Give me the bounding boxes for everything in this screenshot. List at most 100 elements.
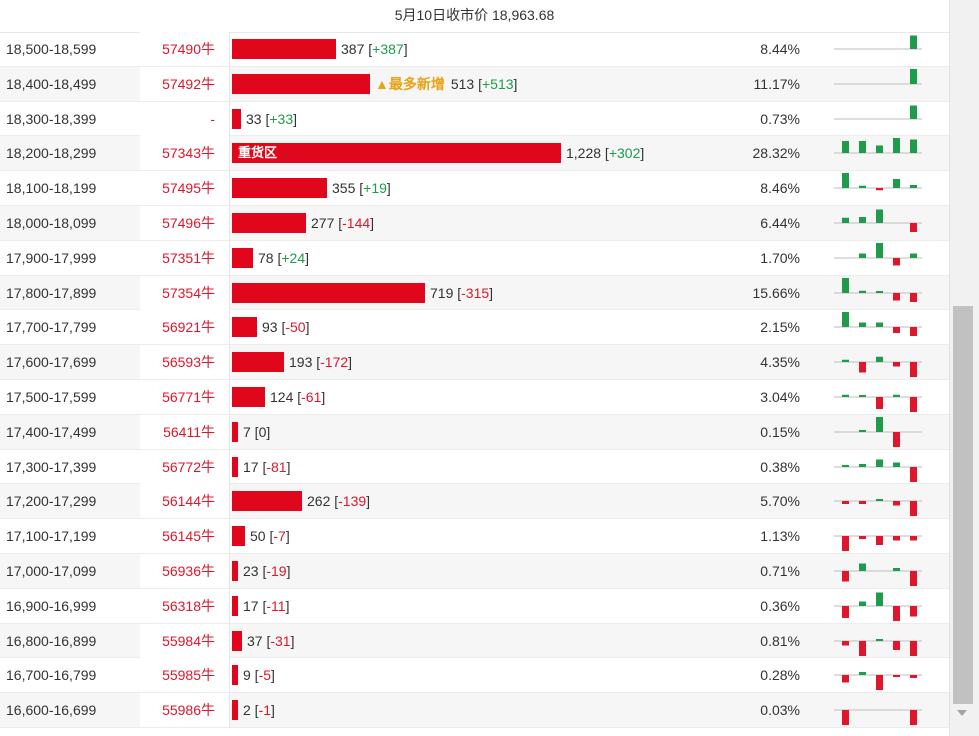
sparkline-bar <box>859 322 866 328</box>
bracket-close: ] <box>640 145 645 162</box>
warrant-code-link[interactable]: 57490牛 <box>162 41 215 57</box>
sparkline-bar <box>893 431 900 447</box>
warrant-code-link[interactable]: 56411牛 <box>163 423 215 440</box>
warrant-code-link[interactable]: 57343牛 <box>162 145 215 162</box>
quantity-count: 33 [ <box>246 110 270 127</box>
price-range: 17,200-17,299 <box>6 493 97 510</box>
code-cell: 56772牛 <box>140 449 230 484</box>
table-row[interactable]: 18,000-18,099 57496牛 277 [-144] 6.44% <box>0 205 949 241</box>
scroll-down-arrow-icon[interactable] <box>957 710 967 716</box>
warrant-code-link[interactable]: - <box>210 110 215 127</box>
price-range: 18,500-18,599 <box>6 41 97 57</box>
table-row[interactable]: 16,700-16,799 55985牛 9 [-5] 0.28% <box>0 658 949 694</box>
sparkline-bar <box>893 675 900 678</box>
quantity-bar <box>232 700 238 721</box>
quantity-count: 7 [ <box>243 423 259 440</box>
table-row[interactable]: 16,800-16,899 55984牛 37 [-31] 0.81% <box>0 623 949 659</box>
warrant-code-link[interactable]: 56145牛 <box>162 528 215 545</box>
table-row[interactable]: 17,800-17,899 57354牛 719 [-315] 15.66% <box>0 275 949 311</box>
sparkline-bar <box>893 257 900 266</box>
sparkline-bar <box>859 563 866 571</box>
table-row[interactable]: 17,700-17,799 56921牛 93 [-50] 2.15% <box>0 310 949 346</box>
sparkline-bar <box>859 394 866 397</box>
table-row[interactable]: 17,500-17,599 56771牛 124 [-61] 3.04% <box>0 379 949 415</box>
table-row[interactable]: 16,900-16,999 56318牛 17 [-11] 0.36% <box>0 588 949 624</box>
quantity-bar <box>232 39 336 59</box>
code-cell: 56145牛 <box>140 519 230 554</box>
sparkline-bar <box>859 501 866 505</box>
table-row[interactable]: 18,500-18,599 57490牛 387 [+387] 8.44% <box>0 32 949 67</box>
quantity-change: -5 <box>258 667 272 684</box>
price-range: 17,500-17,599 <box>6 388 97 405</box>
sparkline-bar <box>876 459 883 467</box>
trend-sparkline <box>834 35 922 50</box>
sparkline-bar <box>910 185 917 189</box>
trend-sparkline <box>834 709 922 726</box>
table-row[interactable]: 17,600-17,699 56593牛 193 [-172] 4.35% <box>0 345 949 380</box>
bracket-close: ] <box>271 702 275 719</box>
warrant-code-link[interactable]: 56318牛 <box>162 597 215 614</box>
sparkline-bar <box>842 501 849 505</box>
percentage: 6.44% <box>760 214 800 231</box>
warrant-code-link[interactable]: 55984牛 <box>162 632 215 649</box>
sparkline-bar <box>859 463 866 467</box>
trend-sparkline <box>834 277 922 302</box>
warrant-code-link[interactable]: 56144牛 <box>162 493 215 510</box>
table-row[interactable]: 18,400-18,499 57492牛 ▲最多新增 513 [+513] 11.17% <box>0 66 949 102</box>
quantity-count: 93 [ <box>262 319 286 336</box>
sparkline-bar <box>859 429 866 432</box>
bracket-close: ] <box>370 214 375 231</box>
table-row[interactable]: 17,000-17,099 56936牛 23 [-19] 0.71% <box>0 553 949 589</box>
table-row[interactable]: 18,100-18,199 57495牛 355 [+19] 8.46% <box>0 171 949 206</box>
code-cell: 56936牛 <box>140 553 230 588</box>
trend-sparkline <box>834 672 922 691</box>
table-row[interactable]: 17,200-17,299 56144牛 262 [-139] 5.70% <box>0 484 949 520</box>
warrant-code-link[interactable]: 56936牛 <box>162 562 215 579</box>
percentage: 28.32% <box>752 145 800 162</box>
quantity-change: -139 <box>338 493 367 510</box>
quantity-value: 50 [-7] <box>250 519 290 553</box>
warrant-code-link[interactable]: 56772牛 <box>162 458 215 475</box>
quantity-value: 23 [-19] <box>243 554 290 588</box>
price-range: 16,900-16,999 <box>6 597 97 614</box>
warrant-code-link[interactable]: 57354牛 <box>162 284 215 301</box>
warrant-code-link[interactable]: 57495牛 <box>162 180 215 197</box>
price-range: 17,900-17,999 <box>6 249 97 266</box>
quantity-count: 124 [ <box>270 388 302 405</box>
bracket-close: ] <box>286 458 291 475</box>
warrant-code-link[interactable]: 56593牛 <box>162 354 215 371</box>
code-cell: 56771牛 <box>140 379 230 414</box>
table-row[interactable]: 16,600-16,699 55986牛 2 [-1] 0.03% <box>0 693 949 728</box>
table-row[interactable]: 18,200-18,299 57343牛 重货区 1,228 [+302] 28.32% <box>0 136 949 172</box>
percentage: 0.03% <box>760 702 800 719</box>
trend-sparkline <box>834 173 922 191</box>
table-row[interactable]: 17,400-17,499 56411牛 7 [0] 0.15% <box>0 414 949 450</box>
sparkline-bar <box>910 222 917 232</box>
warrant-code-link[interactable]: 56771牛 <box>162 388 215 405</box>
sparkline-bar <box>910 396 917 412</box>
warrant-code-link[interactable]: 55985牛 <box>162 667 215 684</box>
table-row[interactable]: 17,300-17,399 56772牛 17 [-81] 0.38% <box>0 449 949 485</box>
table-row[interactable]: 18,300-18,399 - 33 [+33] 0.73% <box>0 101 949 137</box>
scrollbar-thumb[interactable] <box>953 306 973 704</box>
warrant-code-link[interactable]: 57351牛 <box>162 249 215 266</box>
quantity-count: 387 [ <box>341 41 373 57</box>
quantity-count: 1,228 [ <box>566 145 609 162</box>
price-range: 17,600-17,699 <box>6 354 97 371</box>
trend-sparkline <box>834 105 922 120</box>
warrant-code-link[interactable]: 55986牛 <box>162 702 215 719</box>
code-cell: 57343牛 <box>140 136 230 171</box>
code-cell: 57492牛 <box>140 66 230 101</box>
price-range: 18,000-18,099 <box>6 214 97 231</box>
page-title: 5月10日收市价 18,963.68 <box>0 0 949 33</box>
table-row[interactable]: 17,100-17,199 56145牛 50 [-7] 1.13% <box>0 519 949 554</box>
warrant-code-link[interactable]: 57496牛 <box>162 214 215 231</box>
quantity-change: -172 <box>320 354 349 371</box>
percentage: 11.17% <box>753 75 800 92</box>
table-row[interactable]: 17,900-17,999 57351牛 78 [+24] 1.70% <box>0 240 949 276</box>
warrant-code-link[interactable]: 57492牛 <box>162 75 215 92</box>
sparkline-bar <box>859 253 866 258</box>
sparkline-bar <box>910 35 917 49</box>
quantity-count: 23 [ <box>243 562 267 579</box>
warrant-code-link[interactable]: 56921牛 <box>162 319 215 336</box>
